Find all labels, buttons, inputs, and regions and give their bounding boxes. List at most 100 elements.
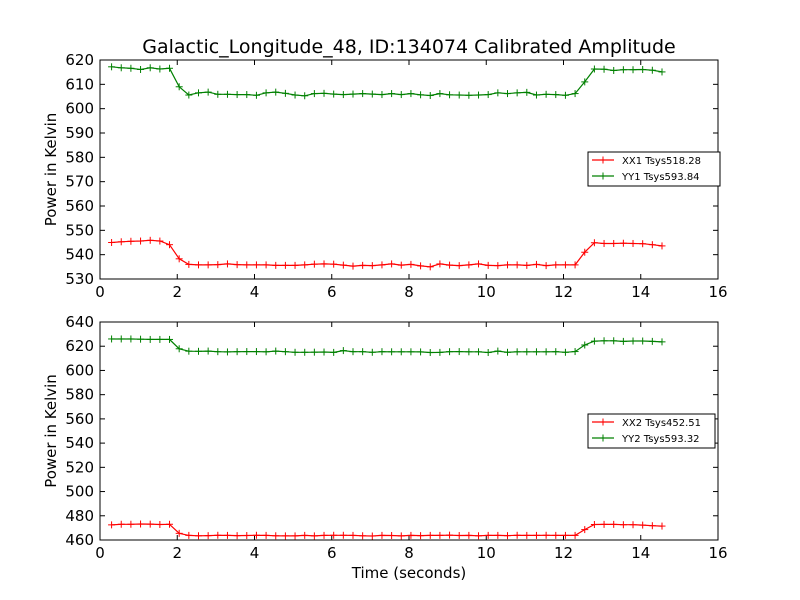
y-tick-label: 580 <box>65 386 94 404</box>
data-point <box>281 261 289 269</box>
data-point <box>233 532 241 540</box>
legend-label: YY1 Tsys593.84 <box>621 172 700 183</box>
data-point <box>388 532 396 540</box>
data-point <box>542 531 550 539</box>
data-point <box>223 531 231 539</box>
data-point <box>503 90 511 98</box>
data-point <box>600 239 608 247</box>
x-tick-label: 0 <box>95 283 105 301</box>
y-tick-label: 560 <box>65 197 94 215</box>
data-point <box>137 237 145 245</box>
data-point <box>465 261 473 269</box>
data-point <box>590 239 598 247</box>
legend-label: YY2 Tsys593.32 <box>621 434 700 445</box>
data-point <box>494 89 502 97</box>
data-point <box>397 348 405 356</box>
data-point <box>146 335 154 343</box>
y-tick-label: 560 <box>65 410 94 428</box>
data-point <box>320 89 328 97</box>
legend: XX2 Tsys452.51 YY2 Tsys593.32 <box>587 413 716 449</box>
data-point <box>185 260 193 268</box>
data-point <box>484 91 492 99</box>
data-point <box>629 239 637 247</box>
x-tick-label: 8 <box>404 544 414 562</box>
y-tick-label: 460 <box>65 531 94 549</box>
data-point <box>610 520 618 528</box>
data-point <box>262 261 270 269</box>
x-tick-label: 10 <box>477 283 496 301</box>
data-point <box>571 90 579 98</box>
data-point <box>214 261 222 269</box>
y-tick-label: 530 <box>65 270 94 288</box>
data-point <box>494 262 502 270</box>
data-point <box>320 260 328 268</box>
data-point <box>503 532 511 540</box>
data-point <box>349 262 357 270</box>
data-point <box>194 261 202 269</box>
y-tick-label: 600 <box>65 100 94 118</box>
data-point <box>503 348 511 356</box>
data-point <box>571 348 579 356</box>
data-point <box>368 90 376 98</box>
data-point <box>243 348 251 356</box>
data-point <box>619 239 627 247</box>
data-point <box>648 241 656 249</box>
data-point <box>523 348 531 356</box>
legend-label: XX2 Tsys452.51 <box>622 418 701 429</box>
data-point <box>127 335 135 343</box>
data-point <box>339 261 347 269</box>
data-point <box>610 239 618 247</box>
data-point <box>610 66 618 74</box>
data-point <box>223 260 231 268</box>
data-point <box>658 68 666 76</box>
data-point <box>301 348 309 356</box>
data-point <box>639 521 647 529</box>
data-point <box>166 241 174 249</box>
data-point <box>426 531 434 539</box>
data-point <box>407 348 415 356</box>
data-point <box>117 520 125 528</box>
data-point <box>581 78 589 86</box>
data-point <box>475 91 483 99</box>
data-point <box>204 347 212 355</box>
x-tick-label: 10 <box>477 544 496 562</box>
data-point <box>272 261 280 269</box>
data-point <box>185 347 193 355</box>
x-tick-label: 4 <box>250 544 260 562</box>
data-point <box>108 335 116 343</box>
data-point <box>127 520 135 528</box>
data-point <box>368 262 376 270</box>
data-point <box>523 261 531 269</box>
data-point <box>146 236 154 244</box>
data-point <box>262 531 270 539</box>
data-point <box>552 261 560 269</box>
data-point <box>330 531 338 539</box>
data-point <box>648 66 656 74</box>
data-point <box>108 63 116 71</box>
data-point <box>455 91 463 99</box>
data-point <box>233 261 241 269</box>
data-point <box>194 532 202 540</box>
data-point <box>455 348 463 356</box>
data-point <box>166 520 174 528</box>
y-tick-label: 570 <box>65 173 94 191</box>
data-point <box>590 337 598 345</box>
data-point <box>252 261 260 269</box>
data-point <box>571 261 579 269</box>
data-point <box>291 261 299 269</box>
data-point <box>243 91 251 99</box>
data-point <box>156 237 164 245</box>
y-tick-label: 540 <box>65 246 94 264</box>
data-point <box>243 532 251 540</box>
data-point <box>252 91 260 99</box>
data-point <box>581 526 589 534</box>
data-point <box>310 90 318 98</box>
x-tick-label: 16 <box>708 283 727 301</box>
y-tick-label: 520 <box>65 458 94 476</box>
data-point <box>465 531 473 539</box>
data-point <box>310 260 318 268</box>
data-point <box>359 532 367 540</box>
data-point <box>571 531 579 539</box>
data-point <box>455 532 463 540</box>
data-point <box>532 348 540 356</box>
